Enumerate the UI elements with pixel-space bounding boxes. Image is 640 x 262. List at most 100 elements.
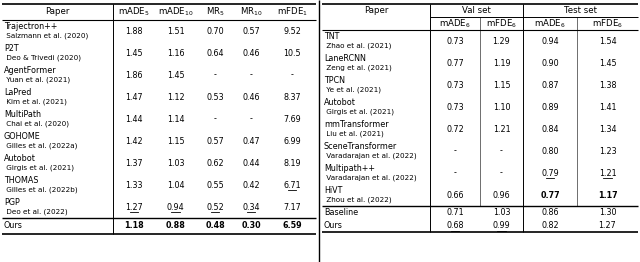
Text: 7.17: 7.17 xyxy=(283,203,301,211)
Text: -: - xyxy=(291,70,293,79)
Text: 1.16: 1.16 xyxy=(167,48,184,57)
Text: Liu et al. (2021): Liu et al. (2021) xyxy=(324,130,384,137)
Text: 1.51: 1.51 xyxy=(166,26,184,35)
Text: Paper: Paper xyxy=(364,6,388,15)
Text: 6.71: 6.71 xyxy=(283,181,301,189)
Text: THOMAS: THOMAS xyxy=(4,176,38,185)
Text: 0.62: 0.62 xyxy=(206,159,224,167)
Text: HiVT: HiVT xyxy=(324,186,342,195)
Text: 0.94: 0.94 xyxy=(541,36,559,46)
Text: 1.47: 1.47 xyxy=(125,92,143,101)
Text: Deo & Trivedi (2020): Deo & Trivedi (2020) xyxy=(4,54,81,61)
Text: 0.86: 0.86 xyxy=(541,208,559,217)
Text: 1.14: 1.14 xyxy=(167,114,184,123)
Text: Trajectron++: Trajectron++ xyxy=(4,22,58,31)
Text: -: - xyxy=(454,146,456,156)
Text: 1.21: 1.21 xyxy=(598,168,616,177)
Text: 10.5: 10.5 xyxy=(283,48,301,57)
Text: Girgis et al. (2021): Girgis et al. (2021) xyxy=(4,165,74,171)
Text: 0.73: 0.73 xyxy=(446,102,464,112)
Text: 0.48: 0.48 xyxy=(205,221,225,231)
Text: MR$_{10}$: MR$_{10}$ xyxy=(239,6,262,18)
Text: mADE$_5$: mADE$_5$ xyxy=(118,6,150,18)
Text: -: - xyxy=(500,146,503,156)
Text: 7.69: 7.69 xyxy=(283,114,301,123)
Text: 1.38: 1.38 xyxy=(599,80,616,90)
Text: 1.18: 1.18 xyxy=(124,221,144,231)
Text: 0.99: 0.99 xyxy=(493,221,510,230)
Text: 0.71: 0.71 xyxy=(446,208,464,217)
Text: AgentFormer: AgentFormer xyxy=(4,66,56,75)
Text: -: - xyxy=(214,70,216,79)
Text: 0.42: 0.42 xyxy=(242,181,260,189)
Text: 0.96: 0.96 xyxy=(493,190,510,199)
Text: Zhou et al. (2022): Zhou et al. (2022) xyxy=(324,196,392,203)
Text: 1.37: 1.37 xyxy=(125,159,143,167)
Text: Gilles et al. (2022a): Gilles et al. (2022a) xyxy=(4,143,77,149)
Text: Paper: Paper xyxy=(45,8,70,17)
Text: 0.77: 0.77 xyxy=(446,58,464,68)
Text: 1.44: 1.44 xyxy=(125,114,143,123)
Text: 1.45: 1.45 xyxy=(598,58,616,68)
Text: Gilles et al. (2022b): Gilles et al. (2022b) xyxy=(4,187,77,193)
Text: 0.46: 0.46 xyxy=(243,48,260,57)
Text: 1.17: 1.17 xyxy=(598,190,618,199)
Text: 0.70: 0.70 xyxy=(206,26,224,35)
Text: -: - xyxy=(214,114,216,123)
Text: 1.23: 1.23 xyxy=(598,146,616,156)
Text: 1.27: 1.27 xyxy=(125,203,143,211)
Text: 0.64: 0.64 xyxy=(206,48,224,57)
Text: Zeng et al. (2021): Zeng et al. (2021) xyxy=(324,65,392,71)
Text: 0.53: 0.53 xyxy=(206,92,224,101)
Text: P2T: P2T xyxy=(4,44,19,53)
Text: -: - xyxy=(500,168,503,177)
Text: 0.46: 0.46 xyxy=(243,92,260,101)
Text: 1.15: 1.15 xyxy=(493,80,510,90)
Text: 0.88: 0.88 xyxy=(166,221,186,231)
Text: 1.04: 1.04 xyxy=(167,181,184,189)
Text: -: - xyxy=(250,114,252,123)
Text: 1.27: 1.27 xyxy=(598,221,616,230)
Text: 1.41: 1.41 xyxy=(599,102,616,112)
Text: 0.52: 0.52 xyxy=(206,203,224,211)
Text: -: - xyxy=(250,70,252,79)
Text: 1.03: 1.03 xyxy=(167,159,184,167)
Text: 1.54: 1.54 xyxy=(598,36,616,46)
Text: 1.12: 1.12 xyxy=(166,92,184,101)
Text: 6.59: 6.59 xyxy=(282,221,302,231)
Text: 0.55: 0.55 xyxy=(206,181,224,189)
Text: 0.90: 0.90 xyxy=(541,58,559,68)
Text: 1.45: 1.45 xyxy=(166,70,184,79)
Text: 0.47: 0.47 xyxy=(242,137,260,145)
Text: 1.29: 1.29 xyxy=(493,36,510,46)
Text: Autobot: Autobot xyxy=(4,154,36,163)
Text: 1.88: 1.88 xyxy=(125,26,143,35)
Text: MR$_5$: MR$_5$ xyxy=(205,6,225,18)
Text: 0.82: 0.82 xyxy=(541,221,559,230)
Text: 6.99: 6.99 xyxy=(283,137,301,145)
Text: 0.80: 0.80 xyxy=(541,146,559,156)
Text: GOHOME: GOHOME xyxy=(4,132,41,141)
Text: 1.86: 1.86 xyxy=(125,70,143,79)
Text: Zhao et al. (2021): Zhao et al. (2021) xyxy=(324,43,392,49)
Text: Varadarajan et al. (2022): Varadarajan et al. (2022) xyxy=(324,174,417,181)
Text: 0.87: 0.87 xyxy=(541,80,559,90)
Text: Test set: Test set xyxy=(564,6,597,15)
Text: 0.73: 0.73 xyxy=(446,80,464,90)
Text: 0.79: 0.79 xyxy=(541,168,559,177)
Text: 0.77: 0.77 xyxy=(540,190,560,199)
Text: -: - xyxy=(454,168,456,177)
Text: 0.30: 0.30 xyxy=(241,221,261,231)
Text: 9.52: 9.52 xyxy=(283,26,301,35)
Text: Salzmann et al. (2020): Salzmann et al. (2020) xyxy=(4,32,88,39)
Text: SceneTransformer: SceneTransformer xyxy=(324,142,397,151)
Text: Kim et al. (2021): Kim et al. (2021) xyxy=(4,99,67,105)
Text: 0.89: 0.89 xyxy=(541,102,559,112)
Text: mFDE$_1$: mFDE$_1$ xyxy=(276,6,307,18)
Text: 1.19: 1.19 xyxy=(493,58,510,68)
Text: TPCN: TPCN xyxy=(324,76,345,85)
Text: Multipath++: Multipath++ xyxy=(324,164,375,173)
Text: Autobot: Autobot xyxy=(324,98,356,107)
Text: 1.34: 1.34 xyxy=(599,124,616,134)
Text: Ours: Ours xyxy=(4,221,23,231)
